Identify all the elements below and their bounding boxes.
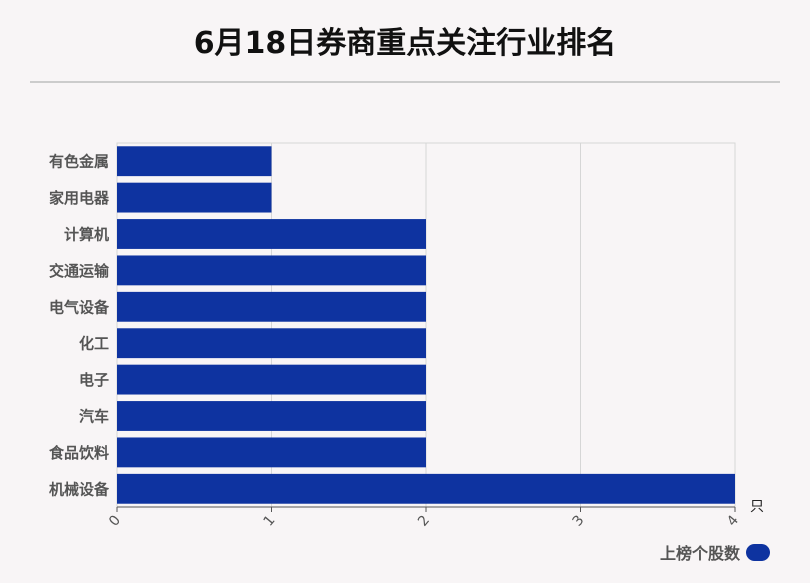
bar [117,255,426,286]
title-divider [30,81,780,83]
bar [117,364,426,395]
category-label: 交通运输 [49,262,110,280]
category-label: 家用电器 [49,189,110,207]
x-tick-label: 2 [415,512,433,529]
category-label: 机械设备 [49,480,110,498]
category-label: 食品饮料 [49,444,109,462]
category-label: 汽车 [79,408,109,426]
category-label: 电子 [79,371,109,389]
bar [117,291,426,322]
category-label: 化工 [79,335,109,353]
bar [117,219,426,249]
category-label: 电气设备 [49,298,110,316]
bar [117,473,735,504]
legend[interactable]: 上榜个股数 [660,540,770,564]
bar [117,401,426,431]
legend-label: 上榜个股数 [659,544,740,563]
x-tick-label: 0 [106,512,124,529]
chart-title: 6月18日券商重点关注行业排名 [193,26,617,61]
bar [117,182,272,213]
x-tick-label: 1 [261,512,279,529]
category-label: 有色金属 [49,153,109,171]
x-tick-label: 3 [570,512,588,529]
bar [117,328,426,359]
bar [117,146,272,177]
x-unit-label: 只 [750,499,764,515]
bar [117,437,426,468]
category-label: 计算机 [64,226,109,244]
x-tick-label: 4 [724,512,742,529]
legend-swatch [746,543,770,561]
